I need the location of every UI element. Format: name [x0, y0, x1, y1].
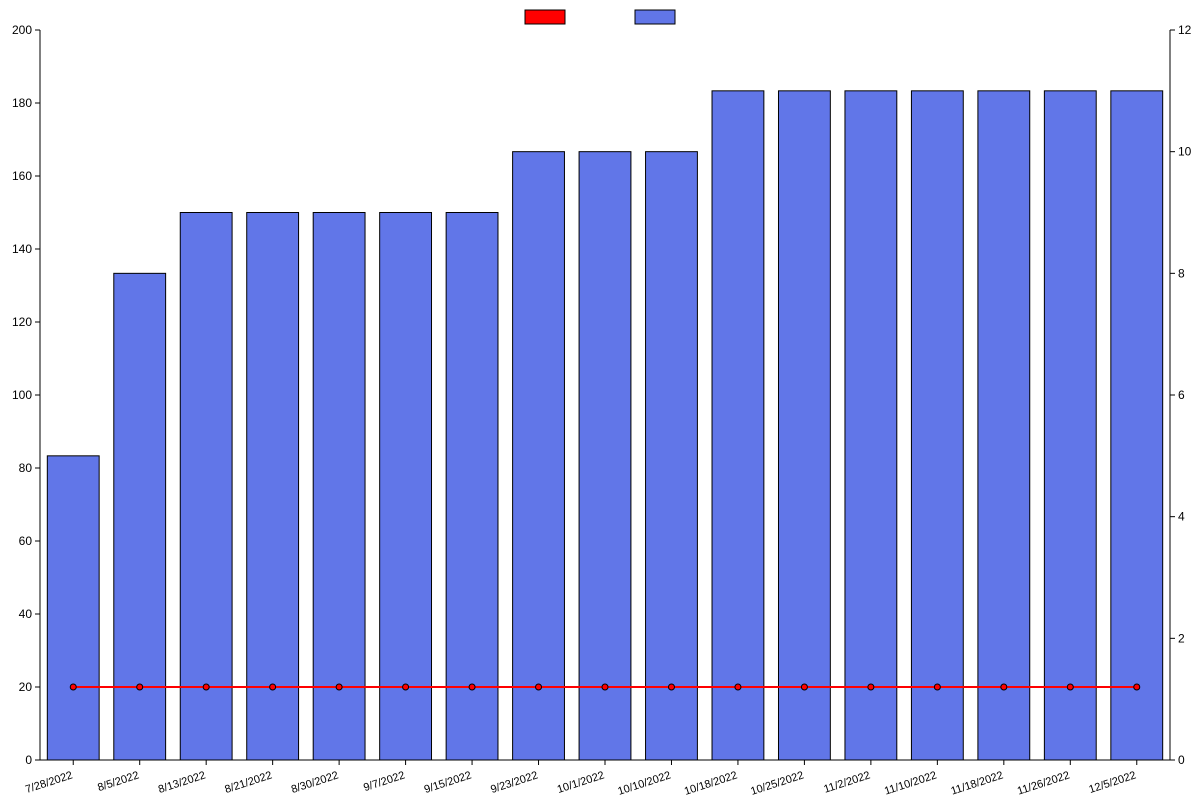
y-left-tick-label: 160 [12, 169, 32, 183]
y-left-tick-label: 0 [25, 753, 32, 767]
y-right-tick-label: 12 [1178, 23, 1192, 37]
y-left-tick-label: 140 [12, 242, 32, 256]
bar [778, 91, 830, 760]
line-marker [270, 684, 276, 690]
y-left-tick-label: 40 [19, 607, 33, 621]
bar [313, 213, 365, 761]
bar [1044, 91, 1096, 760]
y-left-tick-label: 20 [19, 680, 33, 694]
bar [446, 213, 498, 761]
chart-container: 0204060801001201401601802000246810127/28… [0, 0, 1200, 800]
legend-swatch [635, 10, 675, 24]
line-marker [70, 684, 76, 690]
bar [247, 213, 299, 761]
y-right-tick-label: 4 [1178, 510, 1185, 524]
line-marker [868, 684, 874, 690]
line-marker [735, 684, 741, 690]
line-marker [469, 684, 475, 690]
line-marker [801, 684, 807, 690]
bar [646, 152, 698, 760]
line-marker [536, 684, 542, 690]
y-right-tick-label: 2 [1178, 631, 1185, 645]
y-left-tick-label: 60 [19, 534, 33, 548]
bar [978, 91, 1030, 760]
line-marker [934, 684, 940, 690]
bar [180, 213, 232, 761]
bar [911, 91, 963, 760]
y-left-tick-label: 80 [19, 461, 33, 475]
line-marker [336, 684, 342, 690]
bar [1111, 91, 1163, 760]
bar [513, 152, 565, 760]
line-marker [1001, 684, 1007, 690]
line-marker [602, 684, 608, 690]
bar [845, 91, 897, 760]
legend-swatch [525, 10, 565, 24]
bar [47, 456, 99, 760]
y-left-tick-label: 180 [12, 96, 32, 110]
line-marker [203, 684, 209, 690]
line-marker [1134, 684, 1140, 690]
bar [579, 152, 631, 760]
combo-chart: 0204060801001201401601802000246810127/28… [0, 0, 1200, 800]
y-left-tick-label: 100 [12, 388, 32, 402]
bar [712, 91, 764, 760]
line-marker [668, 684, 674, 690]
y-right-tick-label: 10 [1178, 145, 1192, 159]
bar [380, 213, 432, 761]
y-right-tick-label: 6 [1178, 388, 1185, 402]
y-left-tick-label: 120 [12, 315, 32, 329]
y-right-tick-label: 8 [1178, 266, 1185, 280]
y-left-tick-label: 200 [12, 23, 32, 37]
line-marker [403, 684, 409, 690]
line-marker [137, 684, 143, 690]
line-marker [1067, 684, 1073, 690]
y-right-tick-label: 0 [1178, 753, 1185, 767]
